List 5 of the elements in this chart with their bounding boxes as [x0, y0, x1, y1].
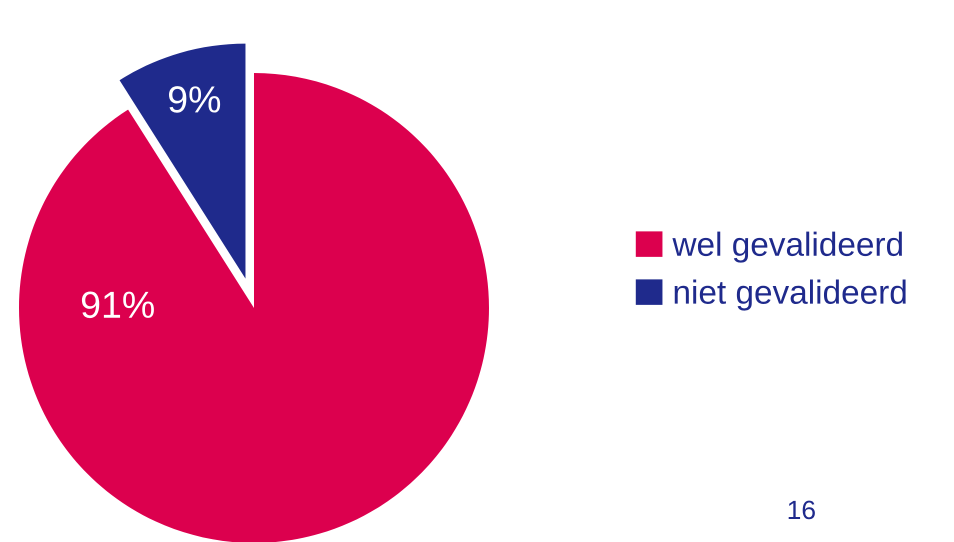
legend-label: wel gevalideerd [672, 232, 902, 263]
legend-label: niet gevalideerd [674, 280, 906, 311]
text: 16 [788, 500, 815, 520]
data-label: 91% [82, 292, 154, 318]
data-label: 9% [168, 86, 220, 113]
